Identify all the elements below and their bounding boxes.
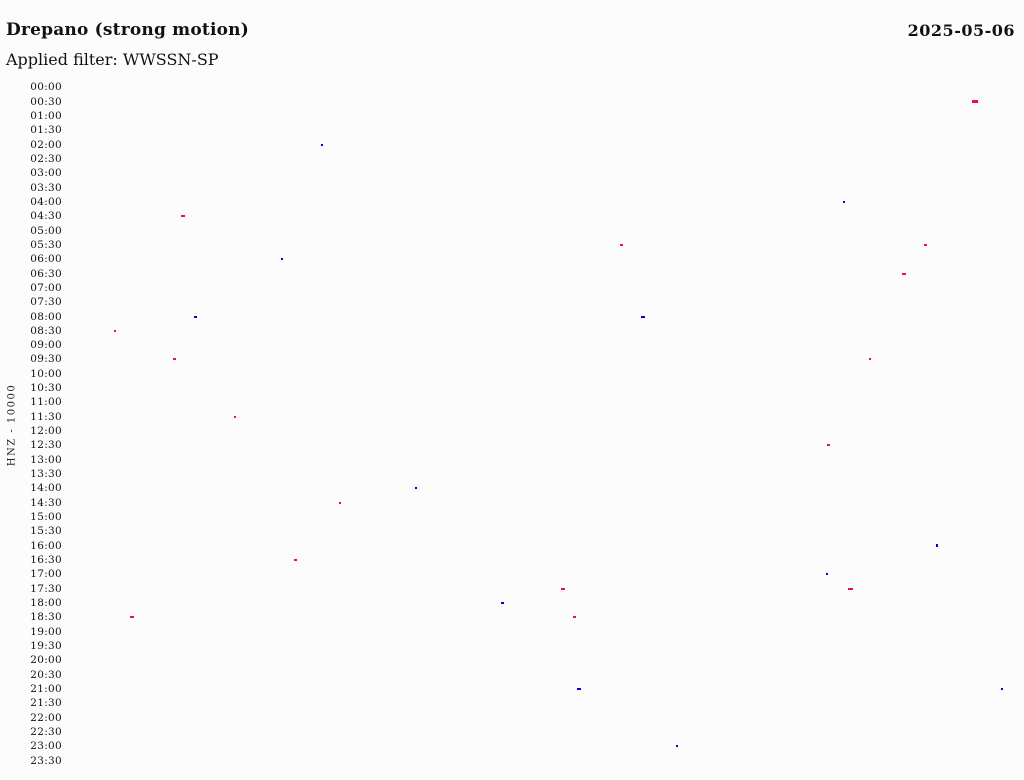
trace-segment [572,616,576,619]
time-row-label: 05:00 [30,224,62,237]
trace-segment [869,358,871,361]
time-row-label: 03:00 [30,167,62,180]
time-row-label: 22:30 [30,725,62,738]
trace-segment [561,587,565,590]
trace-segment [130,616,134,619]
trace-segment [972,100,978,104]
trace-segment [641,315,645,318]
time-row-label: 10:00 [30,367,62,380]
time-row-label: 00:00 [30,81,62,94]
trace-segment [826,573,828,576]
time-row-label: 21:30 [30,697,62,710]
time-row-label: 17:00 [30,568,62,581]
trace-segment [114,329,116,332]
trace-segment [1001,687,1003,690]
time-row-label: 13:30 [30,468,62,481]
trace-segment [281,258,283,261]
time-row-label: 04:00 [30,195,62,208]
time-row-label: 00:30 [30,95,62,108]
time-row-label: 23:30 [30,754,62,767]
time-row-label: 23:00 [30,740,62,753]
date-label: 2025-05-06 [907,21,1015,40]
time-row-label: 20:30 [30,668,62,681]
trace-segment [936,544,938,548]
time-row-label: 10:30 [30,382,62,395]
time-row-label: 11:00 [30,396,62,409]
trace-segment [577,687,581,690]
time-row-label: 01:00 [30,109,62,122]
trace-segment [415,487,417,490]
time-row-label: 16:00 [30,539,62,552]
trace-segment [500,602,504,605]
trace-segment [676,745,678,748]
trace-segment [193,315,197,318]
time-row-label: 19:30 [30,640,62,652]
time-row-label: 09:30 [30,353,62,366]
applied-filter-label: Applied filter: WWSSN-SP [6,50,219,69]
time-row-label: 09:00 [30,339,62,352]
trace-segment [902,272,906,275]
time-row-label: 07:30 [30,296,62,309]
trace-segment [847,587,853,590]
time-row-label: 08:00 [30,310,62,323]
time-row-label: 04:30 [30,210,62,223]
trace-segment [843,200,845,203]
time-row-label: 11:30 [30,410,62,423]
time-row-label: 17:30 [30,582,62,595]
trace-segment [339,501,341,504]
page-title: Drepano (strong motion) [6,20,249,40]
time-row-label: 01:30 [30,124,62,137]
time-row-label: 19:00 [30,625,62,638]
time-row-label: 15:30 [30,525,62,538]
trace-segment [923,243,927,246]
time-row-label: 16:30 [30,554,62,567]
time-row-label: 14:30 [30,496,62,509]
time-row-label: 06:00 [30,253,62,266]
trace-segment [321,143,323,146]
time-row-label: 02:00 [30,138,62,151]
time-row-label: 02:30 [30,152,62,165]
time-row-label: 13:00 [30,453,62,466]
time-row-label: 05:30 [30,238,62,251]
time-row-label: 03:30 [30,181,62,194]
trace-segment [172,358,176,361]
time-row-label: 12:00 [30,425,62,438]
time-row-label: 07:00 [30,281,62,294]
trace-segment [181,215,185,218]
time-row-label: 21:00 [30,682,62,695]
time-row-label: 18:00 [30,597,62,610]
time-row-label: 18:30 [30,611,62,624]
time-row-label: 14:00 [30,482,62,495]
trace-segment [234,415,236,418]
time-row-label: 12:30 [30,439,62,452]
trace-segment [826,444,830,447]
trace-segment [293,559,297,562]
time-row-label: 22:00 [30,711,62,724]
time-row-label: 06:30 [30,267,62,280]
time-row-label: 08:30 [30,324,62,337]
trace-segment [619,243,623,246]
time-row-label: 20:00 [30,654,62,667]
time-row-label: 15:00 [30,511,62,524]
